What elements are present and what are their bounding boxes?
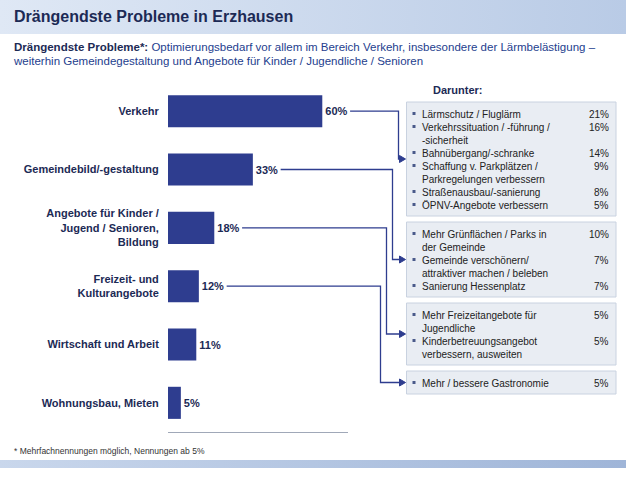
html-text:Drängendste Probleme*: Optimie: Drängendste Probleme*: Optimierungsbedar…: [14, 41, 595, 67]
svg-text:18%: 18%: [217, 222, 239, 234]
svg-text:7%: 7%: [594, 255, 609, 266]
svg-text:12%: 12%: [202, 280, 224, 292]
svg-text:Verkehr: Verkehr: [118, 105, 159, 117]
svg-text:Mehr / bessere Gastronomie: Mehr / bessere Gastronomie: [422, 378, 549, 389]
svg-text:60%: 60%: [325, 105, 347, 117]
svg-text:9%: 9%: [594, 161, 609, 172]
svg-text:5%: 5%: [184, 397, 200, 409]
svg-text:Gemeindebild/-gestaltung: Gemeindebild/-gestaltung: [24, 163, 159, 175]
svg-text:Bahnübergang/-schranke: Bahnübergang/-schranke: [422, 148, 535, 159]
svg-text:10%: 10%: [589, 229, 609, 240]
svg-text:8%: 8%: [594, 187, 609, 198]
html-text:Drängendste Probleme in Erzhau: Drängendste Probleme in Erzhausen: [14, 8, 294, 25]
svg-text:5%: 5%: [594, 200, 609, 211]
svg-text:Lärmschutz / Fluglärm: Lärmschutz / Fluglärm: [422, 109, 521, 120]
svg-text:Straßenausbau/-sanierung: Straßenausbau/-sanierung: [422, 187, 540, 198]
svg-text:14%: 14%: [589, 148, 609, 159]
svg-text:Sanierung Hessenplatz: Sanierung Hessenplatz: [422, 281, 525, 292]
svg-text:ÖPNV-Angebote verbessern: ÖPNV-Angebote verbessern: [422, 200, 548, 211]
svg-text:Mehr Grünflächen / Parks inder: Mehr Grünflächen / Parks inder Gemeinde: [422, 229, 547, 253]
svg-text:Verkehrssituation / -führung /: Verkehrssituation / -führung /-sicherhei…: [422, 122, 550, 146]
svg-text:Wohnungsbau, Mieten: Wohnungsbau, Mieten: [42, 397, 159, 409]
svg-text:5%: 5%: [594, 310, 609, 321]
svg-text:7%: 7%: [594, 281, 609, 292]
svg-text:Mehr Freizeitangebote fürJugen: Mehr Freizeitangebote fürJugendliche: [422, 310, 537, 334]
svg-text:Freizeit- undKulturangebote: Freizeit- undKulturangebote: [78, 273, 159, 299]
svg-text:Angebote für Kinder /Jugend /: Angebote für Kinder /Jugend / Senioren,B…: [46, 207, 158, 248]
svg-text:21%: 21%: [589, 109, 609, 120]
svg-text:5%: 5%: [594, 378, 609, 389]
svg-text:5%: 5%: [594, 336, 609, 347]
svg-text:16%: 16%: [589, 122, 609, 133]
svg-text:Darunter:: Darunter:: [433, 84, 483, 96]
svg-text:Kinderbetreuungsangebotverbess: Kinderbetreuungsangebotverbessern, auswe…: [422, 336, 537, 360]
svg-text:Gemeinde verschönern/attraktiv: Gemeinde verschönern/attraktiver machen …: [422, 255, 548, 279]
html-text:* Mehrfachnennungen möglich, N: * Mehrfachnennungen möglich, Nennungen a…: [14, 446, 205, 456]
svg-text:33%: 33%: [256, 164, 278, 176]
svg-text:11%: 11%: [199, 339, 221, 351]
svg-text:Wirtschaft und Arbeit: Wirtschaft und Arbeit: [47, 338, 159, 350]
svg-text:Schaffung v. Parkplätzen /Park: Schaffung v. Parkplätzen /Parkregelungen…: [422, 161, 545, 185]
